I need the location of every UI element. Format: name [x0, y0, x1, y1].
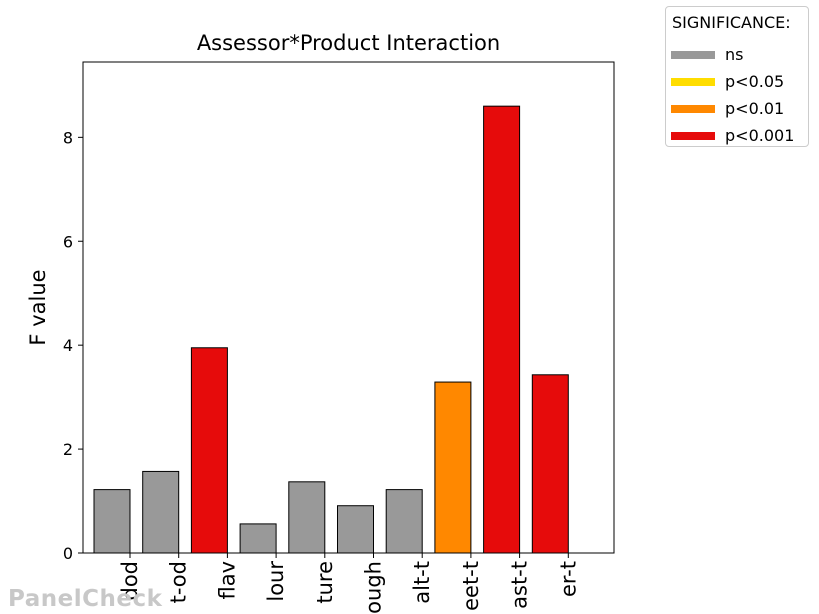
x-tick-label-4: ture	[313, 561, 337, 604]
y-tick-label-4: 8	[63, 128, 73, 147]
bar-1	[142, 470, 180, 554]
legend-swatch-p0001	[671, 132, 715, 140]
legend-label-ns: ns	[725, 45, 744, 64]
legend-label-p0001: p<0.001	[725, 126, 795, 145]
y-tick-label-0: 0	[63, 544, 73, 563]
bar-2	[190, 347, 228, 554]
watermark-logo: PanelCheck	[8, 586, 163, 612]
bar-9	[531, 374, 569, 554]
x-tick-label-3: lour	[264, 561, 288, 602]
x-tick-label-7: eet-t	[459, 561, 483, 611]
x-tick-label-0: dod	[118, 561, 142, 601]
x-tick-label-1: t-od	[167, 561, 191, 603]
plot-frame	[82, 61, 615, 554]
legend: SIGNIFICANCE: ns p<0.05 p<0.01 p<0.001	[665, 6, 809, 147]
bar-8	[483, 105, 521, 554]
legend-swatch-p001	[671, 105, 715, 113]
legend-swatch-ns	[671, 51, 715, 59]
bar-3	[239, 523, 277, 554]
bar-7	[434, 381, 472, 554]
legend-swatch-p005	[671, 78, 715, 86]
bar-4	[288, 481, 326, 554]
legend-label-p005: p<0.05	[725, 72, 785, 91]
chart-title: Assessor*Product Interaction	[197, 31, 500, 55]
y-tick-label-3: 6	[63, 232, 73, 251]
bar-5	[337, 505, 374, 554]
y-tick-label-1: 2	[63, 440, 73, 459]
y-tick-label-2: 4	[63, 336, 73, 355]
x-tick-label-6: alt-t	[410, 561, 434, 604]
y-axis-label: F value	[26, 269, 50, 345]
x-tick-label-9: er-t	[556, 561, 580, 597]
bar-6	[385, 489, 423, 554]
legend-title: SIGNIFICANCE:	[672, 13, 791, 32]
x-tick-label-5: ough	[362, 561, 386, 614]
x-tick-label-8: ast-t	[508, 561, 532, 609]
bar-0	[93, 489, 131, 554]
legend-label-p001: p<0.01	[725, 99, 785, 118]
x-tick-label-2: flav	[215, 561, 239, 600]
